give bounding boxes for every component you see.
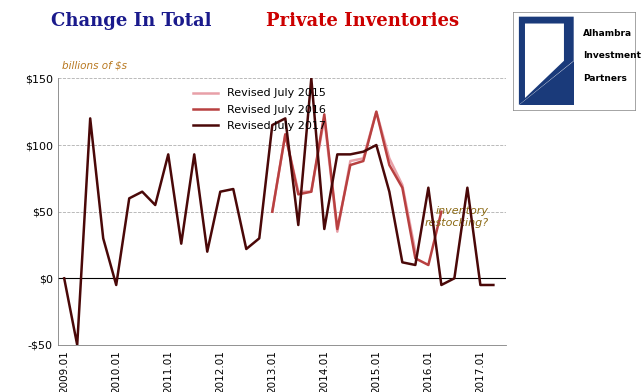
Text: billions of $s: billions of $s (62, 60, 127, 71)
Polygon shape (519, 16, 574, 105)
Text: Private Inventories: Private Inventories (266, 12, 459, 30)
Legend: Revised July 2015, Revised July 2016, Revised July 2017: Revised July 2015, Revised July 2016, Re… (189, 84, 330, 135)
Text: inventory
restocking?: inventory restocking? (424, 206, 488, 228)
Text: Alhambra: Alhambra (583, 29, 633, 38)
Text: Investment: Investment (583, 51, 641, 60)
Text: Change In Total: Change In Total (51, 12, 218, 30)
Polygon shape (519, 61, 574, 105)
Polygon shape (525, 24, 564, 98)
Text: Partners: Partners (583, 74, 628, 83)
